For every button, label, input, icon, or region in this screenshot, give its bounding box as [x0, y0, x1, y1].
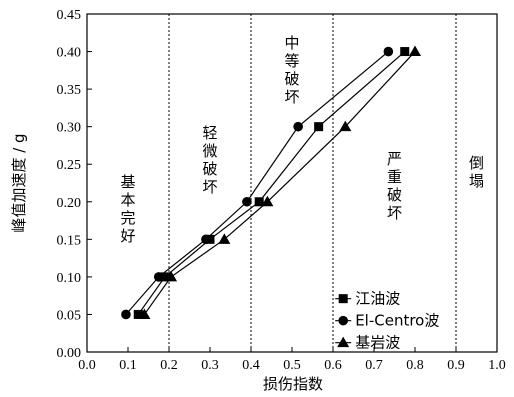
x-tick-label: 0.1	[119, 358, 137, 373]
triangle-marker	[339, 120, 352, 132]
region-label-char: 中	[284, 34, 299, 52]
y-tick-label: 0.35	[57, 83, 82, 98]
x-tick-label: 0.9	[447, 358, 465, 373]
x-tick-label: 0.6	[324, 358, 342, 373]
legend-label: El-Centro波	[355, 312, 439, 330]
axes: 0.0 0.1 0.2 0.3 0.4 0.5 0.6 0.7 0.8 0.9 1.0 0.00 0.0…	[57, 8, 506, 373]
region-label-char: 破	[387, 186, 402, 204]
region-label-char: 轻	[202, 124, 217, 142]
y-tick-label: 0.10	[57, 271, 82, 286]
circle-marker	[201, 234, 211, 245]
x-tick-label: 0.5	[283, 358, 301, 373]
region-label-char: 坏	[202, 178, 217, 196]
circle-marker	[121, 309, 131, 320]
plot-frame	[86, 13, 498, 353]
x-tick-label: 1.0	[488, 358, 506, 373]
x-tick-label: 0.2	[160, 358, 178, 373]
region-label-char: 塌	[469, 172, 484, 190]
triangle-marker	[337, 336, 350, 348]
region-label-char: 坏	[387, 204, 402, 222]
circle-marker	[338, 315, 349, 326]
region-label-char: 重	[387, 168, 402, 186]
y-axis-title-text: 峰值加速度 / g	[10, 133, 28, 232]
region-label-char: 破	[202, 160, 217, 178]
square-marker	[338, 294, 348, 304]
region-label-char: 完	[120, 209, 135, 227]
region-label-char: 基	[120, 173, 135, 191]
series-line	[125, 51, 389, 315]
region-label-char: 破	[284, 70, 299, 88]
circle-marker	[242, 196, 252, 207]
square-marker	[400, 47, 410, 57]
x-tick-label: 0.7	[365, 358, 383, 373]
circle-marker	[293, 121, 303, 132]
triangle-marker	[218, 233, 231, 244]
region-label-char: 本	[120, 191, 135, 209]
y-tick-label: 0.30	[57, 121, 82, 136]
region-label-char: 坏	[284, 88, 299, 106]
square-marker	[314, 122, 324, 132]
x-axis-title: 损伤指数	[263, 375, 323, 393]
square-marker	[133, 309, 143, 319]
series-triangle	[138, 45, 421, 319]
triangle-marker	[261, 195, 274, 207]
x-tick-label: 0.8	[406, 358, 424, 373]
data-series	[121, 45, 421, 320]
region-label-char: 微	[202, 142, 217, 160]
region-label-char: 倒	[469, 154, 484, 172]
square-marker	[160, 272, 170, 282]
series-line	[137, 51, 406, 315]
y-tick-label: 0.00	[57, 346, 82, 361]
triangle-marker	[138, 308, 151, 319]
y-tick-label: 0.15	[57, 233, 82, 248]
x-tick-label: 0.4	[242, 358, 260, 373]
legend-item-circle: El-Centro波	[335, 312, 439, 330]
x-tick-label: 0.0	[78, 358, 96, 373]
y-tick-label: 0.20	[57, 196, 82, 211]
plot-area	[86, 13, 498, 353]
x-tick-label: 0.3	[201, 358, 219, 373]
region-label-char: 等	[284, 52, 299, 70]
region-boundary-lines	[168, 14, 457, 352]
legend-label: 江油波	[355, 290, 400, 308]
series-line	[143, 51, 416, 315]
circle-marker	[153, 272, 164, 282]
region-label-char: 好	[120, 227, 135, 245]
legend-item-square: 江油波	[335, 290, 400, 308]
y-tick-label: 0.05	[57, 308, 82, 323]
y-tick-label: 0.45	[57, 8, 82, 23]
triangle-marker	[165, 270, 178, 282]
triangle-marker	[409, 45, 421, 57]
circle-marker	[383, 46, 394, 57]
region-label-char: 严	[387, 150, 402, 168]
y-tick-label: 0.40	[57, 46, 82, 61]
legend-label: 基岩波	[355, 334, 400, 352]
series-circle	[121, 46, 394, 320]
y-tick-label: 0.25	[57, 158, 82, 173]
y-axis-title: 峰值加速度 / g	[10, 133, 28, 232]
legend-item-triangle: 基岩波	[335, 334, 400, 352]
square-marker	[254, 197, 264, 207]
